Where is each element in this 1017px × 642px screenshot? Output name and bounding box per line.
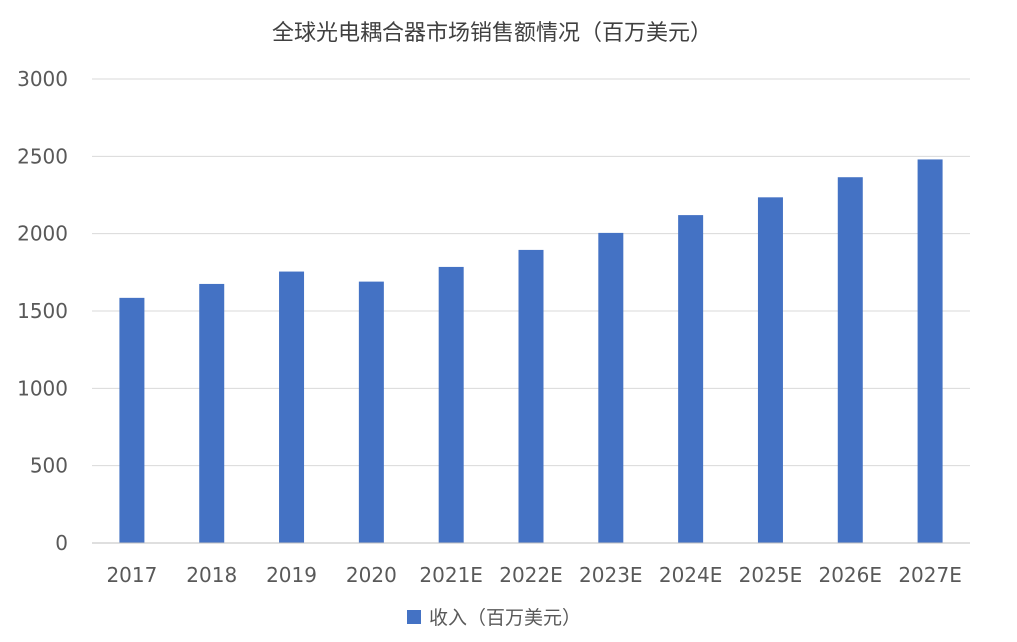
bar-2017 [119,297,145,543]
bar-2021e [438,266,464,543]
legend-label: 收入（百万美元） [429,607,581,629]
x-tick-label: 2020 [346,563,397,587]
x-tick-label: 2017 [106,563,157,587]
bar-2022e [518,249,544,543]
x-tick-label: 2026E [818,563,882,587]
bar-2020 [358,281,384,543]
legend-swatch [407,610,421,624]
y-tick-label: 2500 [17,144,68,168]
bar-2019 [279,271,305,543]
bar-2027e [917,159,943,543]
x-tick-label: 2027E [898,563,962,587]
x-tick-label: 2024E [659,563,723,587]
y-tick-label: 500 [30,454,68,478]
bar-2024e [678,215,704,543]
legend: 收入（百万美元） [407,607,581,629]
x-tick-label: 2025E [739,563,803,587]
x-axis-ticks: 2017 2018 2019 2020 2021E 2022E 2023E 2024E 2025… [106,563,961,587]
x-tick-label: 2021E [419,563,483,587]
x-tick-label: 2018 [186,563,237,587]
x-tick-label: 2022E [499,563,563,587]
chart-title: 全球光电耦合器市场销售额情况（百万美元） [272,21,712,46]
y-tick-label: 0 [55,531,68,555]
y-tick-label: 3000 [17,67,68,91]
x-tick-label: 2023E [579,563,643,587]
bar-2023e [598,232,624,544]
y-axis-ticks: 0 500 1000 1500 2000 2500 3000 [17,67,68,555]
y-tick-label: 1000 [17,376,68,400]
y-tick-label: 1500 [17,299,68,323]
bar-2026e [837,177,863,544]
bar-2025e [757,197,783,543]
x-tick-label: 2019 [266,563,317,587]
bars [119,159,943,544]
bar-2018 [199,283,225,543]
y-tick-label: 2000 [17,222,68,246]
